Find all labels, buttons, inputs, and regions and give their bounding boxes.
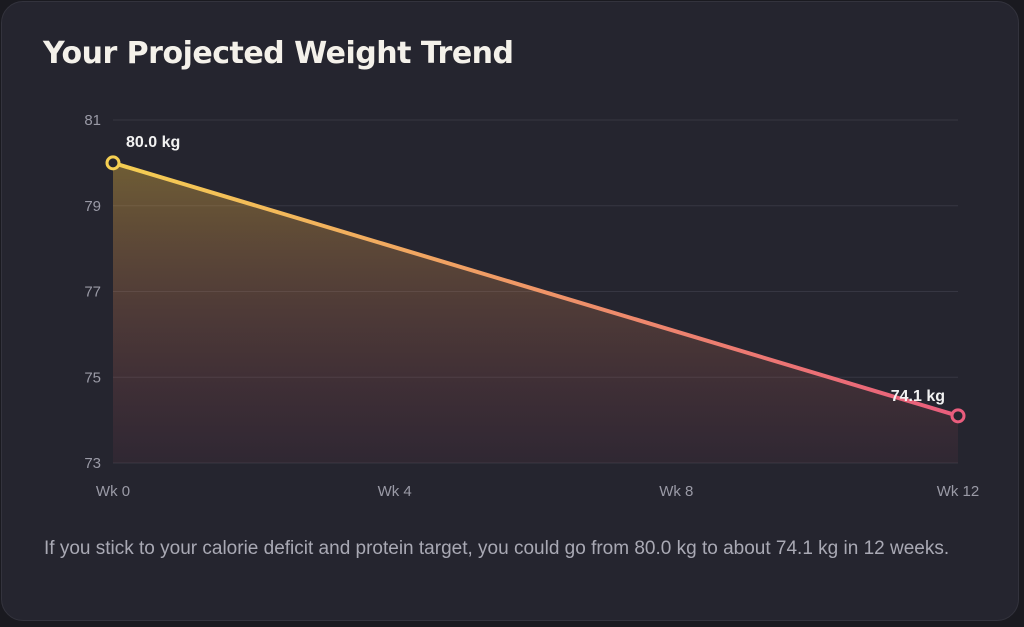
chart-title: Your Projected Weight Trend bbox=[43, 36, 514, 71]
series-area bbox=[113, 162, 958, 463]
axis-labels: 73 75 77 79 81 Wk 0 Wk 4 Wk 8 Wk 12 bbox=[84, 112, 979, 500]
data-layer: 80.0 kg 74.1 kg bbox=[105, 134, 966, 463]
series-line bbox=[111, 160, 960, 418]
x-tick-label: Wk 4 bbox=[378, 483, 412, 500]
x-tick-label: Wk 12 bbox=[937, 483, 980, 500]
x-tick-label: Wk 8 bbox=[659, 483, 693, 500]
data-point bbox=[105, 155, 121, 171]
y-tick-label: 75 bbox=[84, 369, 101, 386]
x-tick-label: Wk 0 bbox=[96, 483, 130, 500]
data-label: 74.1 kg bbox=[891, 388, 945, 405]
data-point bbox=[950, 408, 966, 424]
y-tick-label: 77 bbox=[84, 284, 101, 301]
y-tick-label: 79 bbox=[84, 198, 101, 215]
y-tick-label: 81 bbox=[84, 112, 101, 129]
data-label: 80.0 kg bbox=[126, 134, 180, 151]
y-tick-label: 73 bbox=[84, 455, 101, 472]
projection-description: If you stick to your calorie deficit and… bbox=[44, 538, 950, 559]
